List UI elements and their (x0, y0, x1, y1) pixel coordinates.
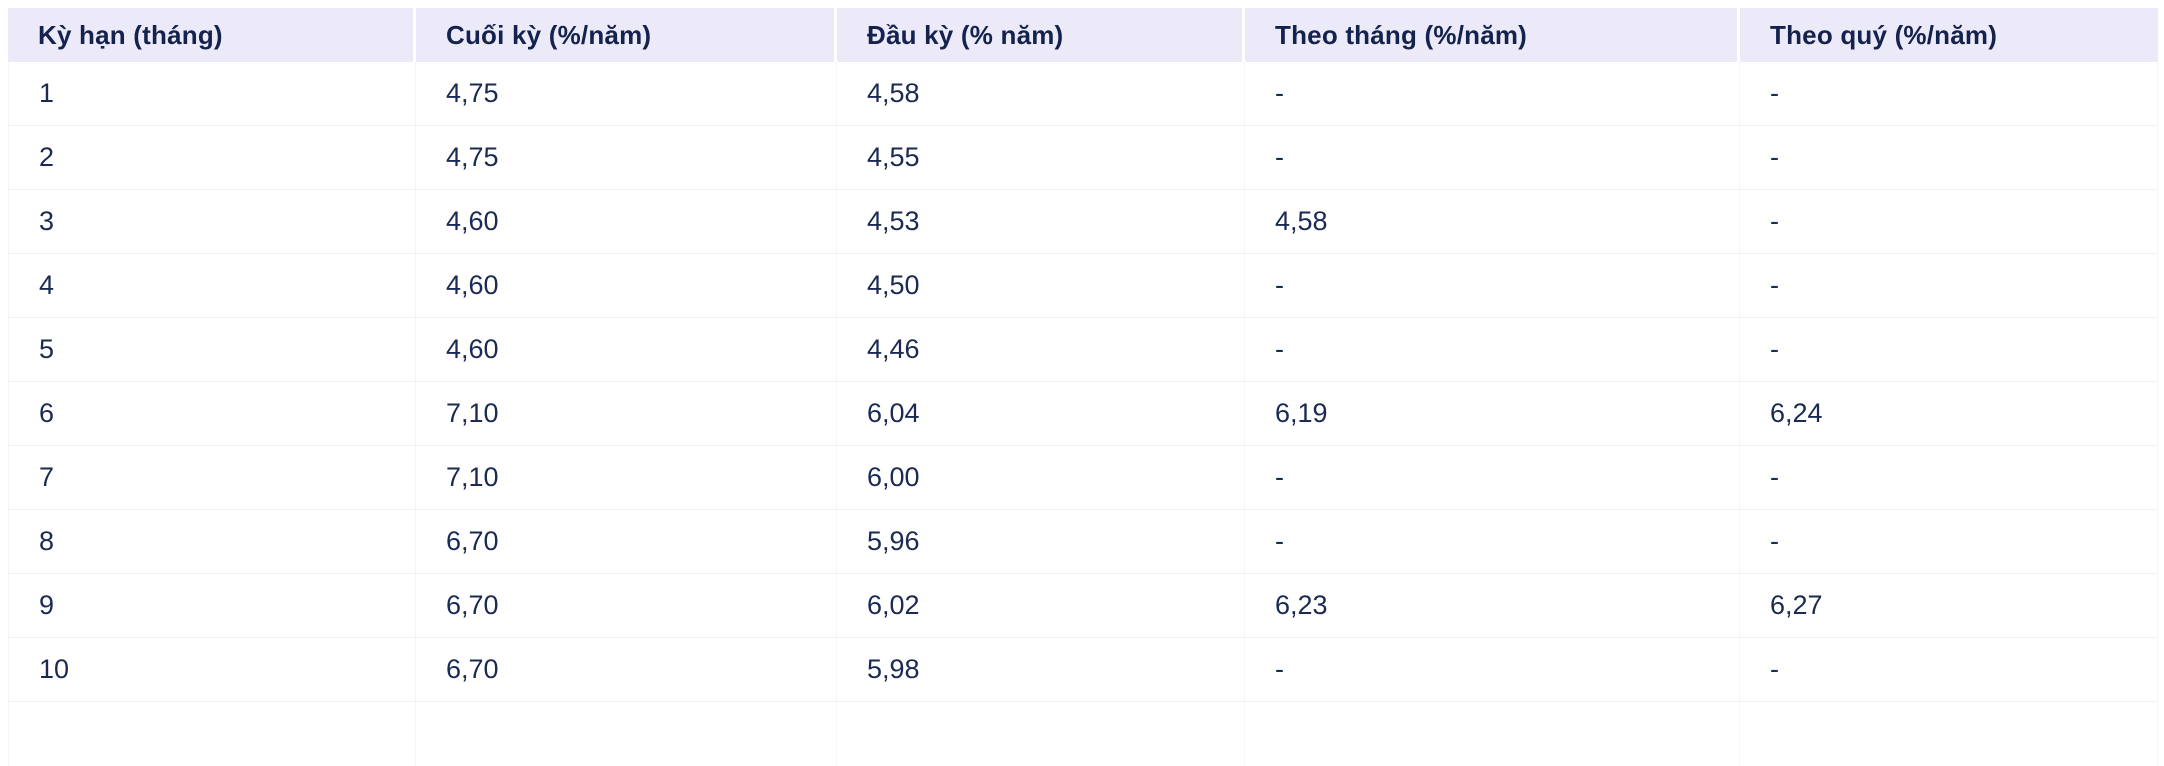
cell-term: 1 (8, 62, 416, 126)
table-row: 8 6,70 5,96- - (8, 510, 2158, 574)
cell-quarterly: - (1740, 510, 2158, 574)
cell-begin-of-period: 6,04 (837, 382, 1245, 446)
table-row: 9 6,70 6,02 6,23 6,27 (8, 574, 2158, 638)
cell-begin-of-period: 4,50 (837, 254, 1245, 318)
cell-monthly: 6,19 (1245, 382, 1740, 446)
cell-term: 3 (8, 190, 416, 254)
cell-monthly: - (1245, 254, 1740, 318)
cell-begin-of-period-clipped (837, 702, 1245, 766)
cell-monthly: - (1245, 446, 1740, 510)
cell-end-of-period-clipped (416, 702, 837, 766)
cell-quarterly: - (1740, 62, 2158, 126)
cell-monthly: 6,23 (1245, 574, 1740, 638)
cell-monthly: - (1245, 126, 1740, 190)
column-header-quarterly: Theo quý (%/năm) (1740, 8, 2158, 62)
cell-end-of-period: 4,75 (416, 62, 837, 126)
cell-begin-of-period: 5,96 (837, 510, 1245, 574)
cell-quarterly: - (1740, 638, 2158, 702)
cell-quarterly: - (1740, 254, 2158, 318)
cell-term: 4 (8, 254, 416, 318)
cell-monthly: 4,58 (1245, 190, 1740, 254)
cell-quarterly: - (1740, 318, 2158, 382)
cell-monthly: - (1245, 62, 1740, 126)
cell-end-of-period: 6,70 (416, 574, 837, 638)
cell-quarterly: 6,24 (1740, 382, 2158, 446)
cell-term: 2 (8, 126, 416, 190)
table-row: 1 4,75 4,58- - (8, 62, 2158, 126)
cell-term: 9 (8, 574, 416, 638)
column-header-end-of-period: Cuối kỳ (%/năm) (416, 8, 837, 62)
cell-term: 10 (8, 638, 416, 702)
cell-term-clipped (8, 702, 416, 766)
cell-monthly: - (1245, 318, 1740, 382)
column-header-begin-of-period: Đầu kỳ (% năm) (837, 8, 1245, 62)
cell-end-of-period: 4,60 (416, 318, 837, 382)
table-row: 3 4,60 4,53 4,58- (8, 190, 2158, 254)
cell-quarterly: 6,27 (1740, 574, 2158, 638)
cell-begin-of-period: 5,98 (837, 638, 1245, 702)
table-header: Kỳ hạn (tháng) Cuối kỳ (%/năm) Đầu kỳ (% n… (8, 8, 2158, 62)
cell-end-of-period: 4,75 (416, 126, 837, 190)
cell-term: 5 (8, 318, 416, 382)
table-header-row: Kỳ hạn (tháng) Cuối kỳ (%/năm) Đầu kỳ (% n… (8, 8, 2158, 62)
cell-quarterly: - (1740, 446, 2158, 510)
cell-end-of-period: 7,10 (416, 382, 837, 446)
cell-end-of-period: 6,70 (416, 638, 837, 702)
interest-rate-table-container: Kỳ hạn (tháng) Cuối kỳ (%/năm) Đầu kỳ (% n… (8, 8, 2158, 766)
cell-end-of-period: 4,60 (416, 254, 837, 318)
table-body: 1 4,75 4,58- -2 4,75 4,55- -3 4,60 4,53 4,58-4 4,6… (8, 62, 2158, 766)
cell-monthly: - (1245, 638, 1740, 702)
table-row: 5 4,60 4,46- - (8, 318, 2158, 382)
cell-end-of-period: 4,60 (416, 190, 837, 254)
interest-rate-table: Kỳ hạn (tháng) Cuối kỳ (%/năm) Đầu kỳ (% n… (8, 8, 2158, 766)
table-row: 6 7,10 6,04 6,19 6,24 (8, 382, 2158, 446)
cell-begin-of-period: 4,46 (837, 318, 1245, 382)
cell-end-of-period: 7,10 (416, 446, 837, 510)
table-row: 10 6,70 5,98- - (8, 638, 2158, 702)
cell-monthly: - (1245, 510, 1740, 574)
column-header-monthly: Theo tháng (%/năm) (1245, 8, 1740, 62)
cell-begin-of-period: 4,58 (837, 62, 1245, 126)
cell-end-of-period: 6,70 (416, 510, 837, 574)
table-row-clipped (8, 702, 2158, 766)
cell-monthly-clipped (1245, 702, 1740, 766)
cell-begin-of-period: 6,02 (837, 574, 1245, 638)
cell-quarterly: - (1740, 126, 2158, 190)
cell-begin-of-period: 4,55 (837, 126, 1245, 190)
cell-term: 8 (8, 510, 416, 574)
cell-begin-of-period: 4,53 (837, 190, 1245, 254)
table-row: 4 4,60 4,50- - (8, 254, 2158, 318)
cell-quarterly: - (1740, 190, 2158, 254)
cell-term: 6 (8, 382, 416, 446)
table-row: 7 7,10 6,00- - (8, 446, 2158, 510)
cell-term: 7 (8, 446, 416, 510)
table-row: 2 4,75 4,55- - (8, 126, 2158, 190)
cell-quarterly-clipped (1740, 702, 2158, 766)
column-header-term: Kỳ hạn (tháng) (8, 8, 416, 62)
cell-begin-of-period: 6,00 (837, 446, 1245, 510)
